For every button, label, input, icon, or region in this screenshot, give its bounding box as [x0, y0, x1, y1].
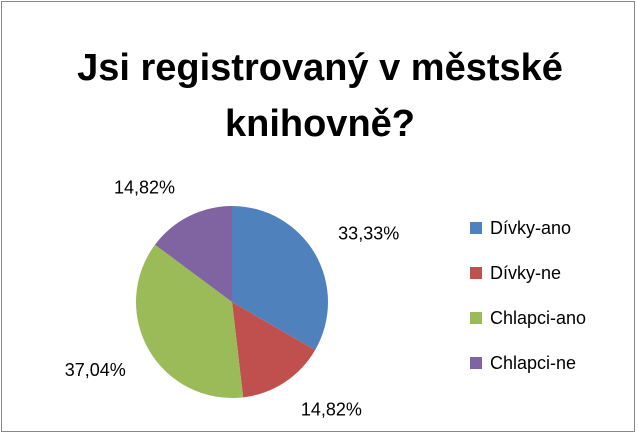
legend-swatch: [470, 267, 482, 279]
legend-swatch: [470, 312, 482, 324]
data-label: 14,82%: [114, 177, 175, 197]
legend-label: Chlapci-ano: [490, 308, 586, 328]
data-label: 37,04%: [65, 360, 126, 380]
pie-slice: [232, 206, 328, 350]
chart-title: Jsi registrovaný v městské knihovně?: [77, 47, 563, 145]
data-label: 14,82%: [301, 399, 362, 419]
data-label: 33,33%: [338, 224, 399, 244]
pie-slice: [232, 302, 316, 398]
legend-swatch: [470, 357, 482, 369]
legend-label: Dívky-ano: [490, 218, 571, 238]
legend-swatch: [470, 222, 482, 234]
pie-slice: [135, 244, 244, 398]
legend-label: Dívky-ne: [490, 263, 561, 283]
pie-slice: [154, 206, 232, 302]
legend-label: Chlapci-ne: [490, 353, 576, 373]
